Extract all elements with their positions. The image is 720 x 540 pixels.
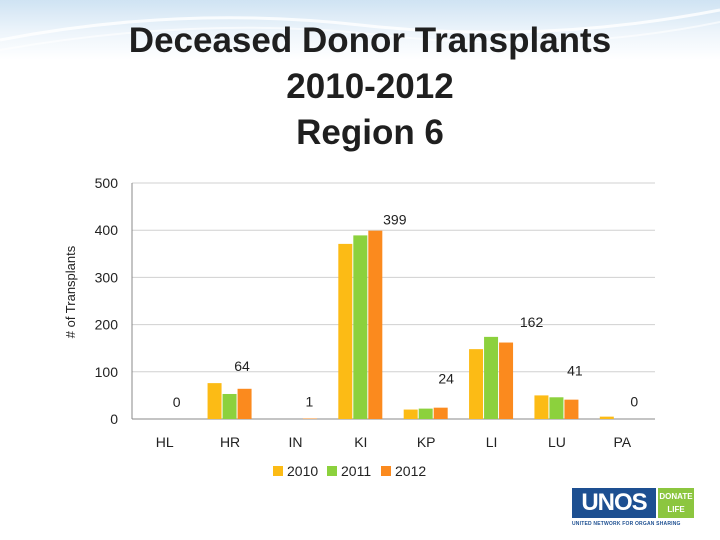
data-label: 0 (630, 394, 638, 410)
donate-life-badge: DONATE LIFE (658, 488, 694, 518)
bar-KP-2012 (433, 407, 448, 419)
bar-HR-2011 (222, 393, 237, 419)
data-label: 162 (520, 314, 544, 330)
data-label: 399 (383, 212, 407, 228)
unos-logo-text: UNOS (572, 488, 656, 518)
bar-KI-2010 (338, 243, 353, 419)
unos-logo: UNOS DONATE LIFE UNITED NETWORK FOR ORGA… (572, 488, 700, 532)
bar-HR-2012 (237, 388, 252, 419)
data-label: 1 (306, 394, 314, 410)
bar-PA-2010 (599, 416, 614, 419)
legend-swatch-2011 (327, 466, 337, 476)
legend-label-2012: 2012 (395, 463, 426, 479)
bar-LI-2011 (484, 336, 499, 419)
bar-KI-2012 (368, 230, 383, 419)
data-label: 0 (173, 394, 181, 410)
data-label: 64 (234, 358, 250, 374)
x-tick-label: KP (417, 434, 436, 450)
x-tick-label: IN (288, 434, 302, 450)
header-swirl-decoration (0, 8, 720, 51)
x-tick-label: LI (486, 434, 498, 450)
y-tick-label: 0 (110, 411, 118, 427)
chart-title: Deceased Donor Transplants 2010-2012 Reg… (60, 18, 680, 156)
bar-LU-2012 (564, 399, 579, 419)
bar-LI-2010 (469, 349, 484, 419)
y-tick-label: 500 (95, 175, 119, 191)
unos-logo-subtitle: UNITED NETWORK FOR ORGAN SHARING (572, 521, 681, 527)
data-label: 24 (438, 371, 454, 387)
bar-KP-2011 (418, 408, 433, 419)
bar-LU-2010 (534, 395, 549, 419)
legend-label-2011: 2011 (341, 463, 371, 479)
bar-HR-2010 (207, 383, 222, 419)
legend-swatch-2012 (381, 466, 391, 476)
title-line-3: Region 6 (296, 113, 444, 152)
y-tick-label: 200 (95, 317, 119, 333)
x-tick-label: PA (613, 434, 631, 450)
bar-LI-2012 (499, 342, 514, 419)
header-band (0, 0, 720, 60)
title-line-1: Deceased Donor Transplants (128, 21, 612, 60)
data-label: 41 (567, 362, 583, 378)
y-tick-label: 300 (95, 269, 119, 285)
legend-swatch-2010 (273, 466, 283, 476)
y-tick-label: 400 (95, 222, 119, 238)
x-tick-label: HL (156, 434, 174, 450)
donate-life-line-1: DONATE (659, 492, 693, 501)
x-tick-label: KI (354, 434, 367, 450)
title-line-2: 2010-2012 (286, 67, 454, 106)
y-axis-label: # of Transplants (63, 245, 78, 338)
legend-label-2010: 2010 (287, 463, 318, 479)
y-tick-label: 100 (95, 364, 119, 380)
bar-LU-2011 (549, 397, 564, 419)
bar-KP-2010 (403, 409, 418, 419)
donate-life-line-2: LIFE (667, 505, 685, 514)
bar-KI-2011 (353, 235, 368, 419)
x-tick-label: LU (548, 434, 566, 450)
x-tick-label: HR (220, 434, 240, 450)
